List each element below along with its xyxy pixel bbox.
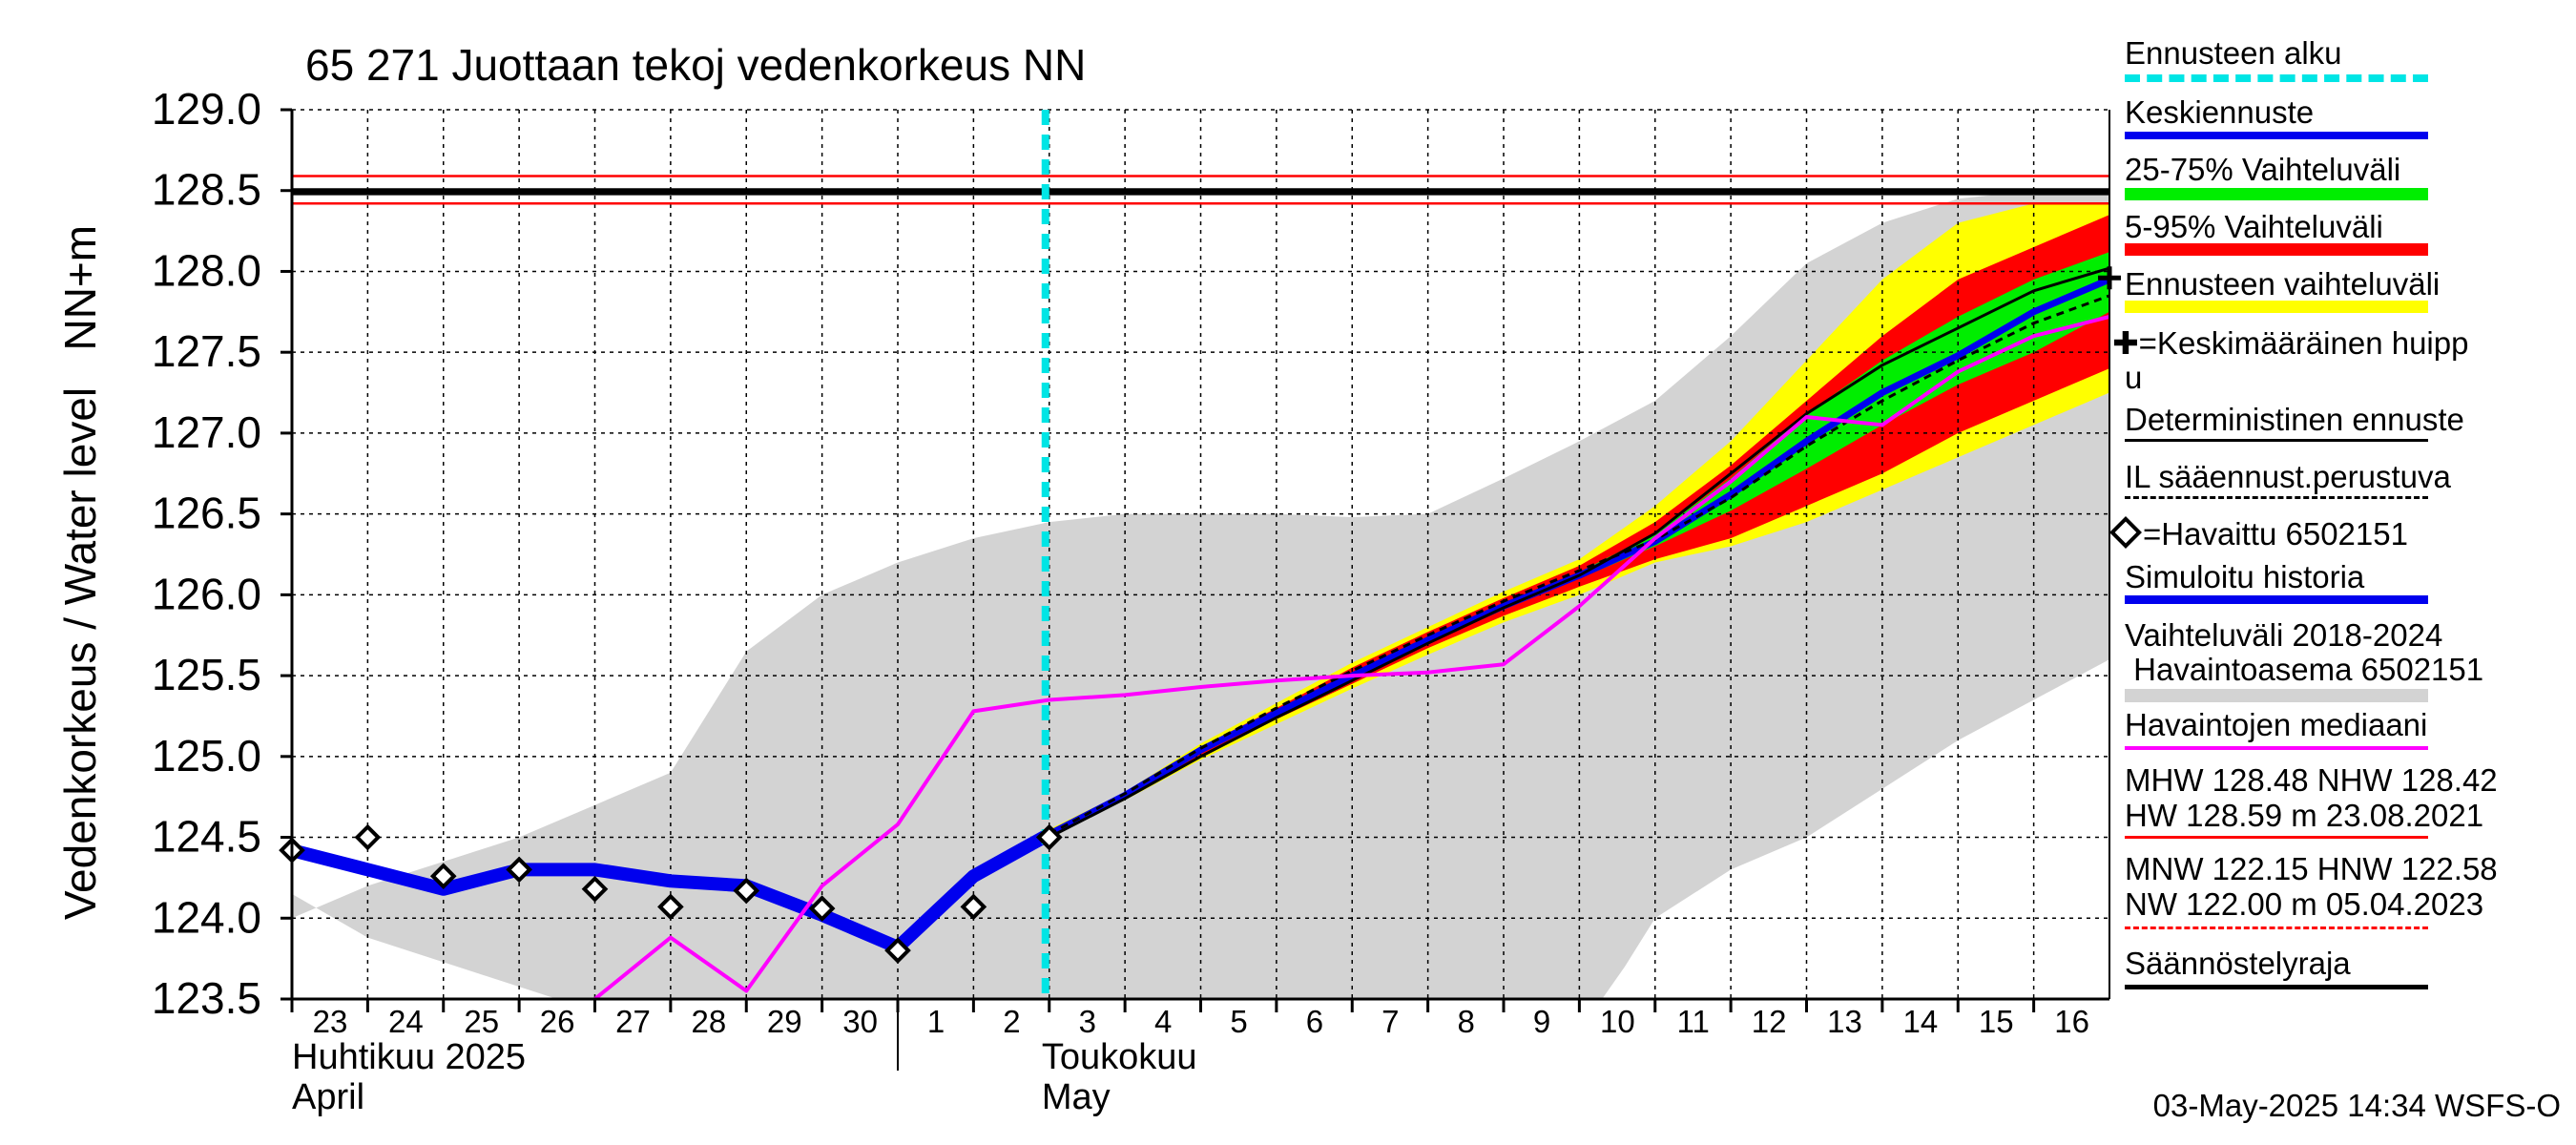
legend-band-25-75-label: 25-75% Vaihteluväli <box>2125 152 2401 187</box>
legend-mean-forecast-label: Keskiennuste <box>2125 94 2315 130</box>
legend-il-weather-swatch <box>2125 496 2428 499</box>
observed-point <box>733 877 760 905</box>
legend-forecast-range-label: Ennusteen vaihteluväli <box>2125 266 2441 302</box>
observed-point <box>429 863 457 890</box>
legend-mean-peak-text: =Keskimääräinen huipp <box>2138 325 2469 361</box>
legend-mean-peak-label-wrap: u <box>2125 360 2143 395</box>
month-label-fi: Huhtikuu 2025 <box>292 1037 526 1077</box>
x-tick-label: 15 <box>1979 1004 2014 1039</box>
observed-point <box>581 875 609 903</box>
x-tick-label: 6 <box>1306 1004 1323 1039</box>
legend-il-weather-label: IL sääennust.perustuva <box>2125 459 2451 494</box>
x-tick-label: 24 <box>388 1004 424 1039</box>
forecast-band-2 <box>1049 252 2109 835</box>
legend-forecast-start-label: Ennusteen alku <box>2125 35 2342 71</box>
month-label-en: April <box>292 1077 364 1117</box>
legend-variation-label-a: Vaihteluväli 2018-2024 <box>2125 617 2443 653</box>
x-tick-label: 12 <box>1752 1004 1787 1039</box>
legend-observed-label: =Havaittu 6502151 <box>2109 516 2408 552</box>
y-tick-label: 129.0 <box>152 84 261 134</box>
month-label-fi: Toukokuu <box>1042 1037 1197 1077</box>
legend-simulated-swatch <box>2125 595 2428 604</box>
legend-regulation-swatch <box>2125 985 2428 989</box>
legend-mhw-label-b: HW 128.59 m 23.08.2021 <box>2125 798 2484 833</box>
x-tick-label: 29 <box>767 1004 802 1039</box>
legend-band-5-95-swatch <box>2125 243 2428 256</box>
legend-forecast-range-swatch <box>2125 301 2428 313</box>
chart-title: 65 271 Juottaan tekoj vedenkorkeus NN <box>305 40 1086 90</box>
y-tick-label: 124.5 <box>152 812 261 862</box>
x-tick-label: 13 <box>1827 1004 1862 1039</box>
observed-point <box>808 895 836 922</box>
y-tick-label: 125.5 <box>152 650 261 699</box>
x-tick-label: 10 <box>1600 1004 1635 1039</box>
legend-median-label: Havaintojen mediaani <box>2125 707 2428 742</box>
forecast-band-0 <box>1049 203 2109 838</box>
y-tick-label: 127.5 <box>152 326 261 376</box>
x-tick-label: 16 <box>2054 1004 2089 1039</box>
observed-point <box>354 823 382 851</box>
x-tick-label: 5 <box>1230 1004 1247 1039</box>
x-tick-label: 27 <box>615 1004 651 1039</box>
legend-hw-swatch <box>2125 836 2428 839</box>
y-tick-label: 126.5 <box>152 489 261 538</box>
legend-median-swatch <box>2125 746 2428 750</box>
x-tick-label: 8 <box>1457 1004 1474 1039</box>
x-tick-label: 2 <box>1003 1004 1020 1039</box>
legend-observed-text: =Havaittu 6502151 <box>2143 516 2408 552</box>
legend-mean-peak-label: ✚=Keskimääräinen huipp <box>2112 326 2468 361</box>
legend-deterministic-label: Deterministinen ennuste <box>2125 402 2464 437</box>
plus-icon: ✚ <box>2112 325 2139 361</box>
observed-point <box>506 856 532 884</box>
x-tick-label: 9 <box>1533 1004 1550 1039</box>
x-tick-label: 26 <box>540 1004 575 1039</box>
series-line-0 <box>292 828 1053 954</box>
y-tick-label: 124.0 <box>152 892 261 942</box>
legend-mnw-label-b: NW 122.00 m 05.04.2023 <box>2125 886 2484 922</box>
legend-mhw-label-a: MHW 128.48 NHW 128.42 <box>2125 762 2498 798</box>
observed-point <box>657 893 684 921</box>
legend-mnw-label-a: MNW 122.15 HNW 122.58 <box>2125 851 2498 886</box>
y-tick-label: 125.0 <box>152 731 261 781</box>
x-tick-label: 11 <box>1677 1004 1710 1039</box>
series-line-2 <box>1049 266 2109 839</box>
observed-point <box>884 937 911 964</box>
x-tick-label: 7 <box>1381 1004 1399 1039</box>
series-line-4 <box>593 314 2109 999</box>
month-label-en: May <box>1042 1077 1111 1117</box>
legend-band-25-75-swatch <box>2125 188 2428 200</box>
y-tick-label: 123.5 <box>152 973 261 1023</box>
legend-band-5-95-label: 5-95% Vaihteluväli <box>2125 209 2383 244</box>
legend-mean-forecast-swatch <box>2125 132 2428 139</box>
observed-point <box>1035 823 1063 851</box>
x-tick-label: 30 <box>842 1004 878 1039</box>
y-tick-label: 128.0 <box>152 245 261 295</box>
x-tick-label: 25 <box>464 1004 499 1039</box>
legend-deterministic-swatch <box>2125 439 2428 442</box>
observed-point <box>960 893 987 921</box>
legend-forecast-start-line <box>2125 74 2428 82</box>
legend-nw-swatch <box>2125 926 2428 929</box>
y-tick-label: 126.0 <box>152 569 261 618</box>
x-tick-label: 4 <box>1154 1004 1172 1039</box>
legend-simulated-label: Simuloitu historia <box>2125 559 2365 594</box>
series-line-3 <box>1049 294 2109 836</box>
x-tick-label: 23 <box>313 1004 348 1039</box>
footer-timestamp: 03-May-2025 14:34 WSFS-O <box>2152 1088 2561 1123</box>
y-tick-label: 127.0 <box>152 407 261 457</box>
x-tick-label: 1 <box>927 1004 945 1039</box>
y-tick-label: 128.5 <box>152 165 261 215</box>
legend-variation-label-b: Havaintoasema 6502151 <box>2125 652 2484 687</box>
y-axis-label: Vedenkorkeus / Water level NN+m <box>55 225 105 920</box>
legend-regulation-label: Säännöstelyraja <box>2125 946 2351 981</box>
x-tick-label: 14 <box>1903 1004 1939 1039</box>
forecast-band-1 <box>1049 215 2109 836</box>
diamond-icon <box>2109 516 2142 549</box>
x-tick-label: 28 <box>692 1004 727 1039</box>
legend-variation-swatch <box>2125 689 2428 702</box>
x-tick-label: 3 <box>1079 1004 1096 1039</box>
